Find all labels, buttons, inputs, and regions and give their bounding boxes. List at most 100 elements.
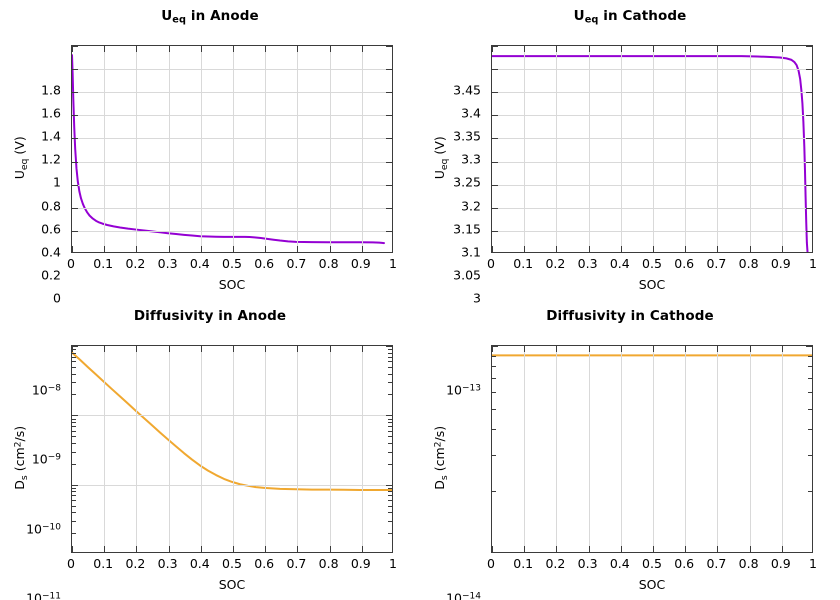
x-tick-top	[168, 46, 170, 52]
y-tick	[492, 161, 498, 163]
x-tick-top	[717, 46, 719, 52]
y-tick	[492, 230, 498, 232]
y-minor-tick-right	[388, 505, 392, 507]
gridline-vertical	[297, 346, 299, 552]
y-minor-tick-right	[388, 418, 392, 420]
y-tick-right	[386, 115, 392, 117]
y-minor-tick-right	[808, 392, 812, 394]
x-tick-label: 0.6	[674, 256, 695, 271]
x-tick	[361, 546, 363, 552]
plot-title-ueq-anode: Ueq in Anode	[0, 8, 420, 26]
gridline-vertical	[329, 46, 331, 252]
y-minor-tick	[72, 495, 76, 497]
y-tick-right	[806, 46, 812, 47]
subplot-ueq-anode: Ueq in Anode Ueq (V) 0 0.2 0.4 0.6 0.8 1 1.2 1.…	[0, 0, 420, 306]
y-minor-tick	[72, 451, 76, 453]
x-tick-top	[492, 46, 493, 52]
x-tick-label: 0.2	[125, 556, 146, 571]
plot-area-ueq-anode	[71, 45, 393, 253]
x-tick	[361, 246, 363, 252]
curve-diffusivity-anode	[72, 346, 392, 552]
y-tick-right	[386, 207, 392, 209]
title-subscript: eq	[172, 14, 187, 26]
y-tick-label: 10−14	[446, 590, 481, 600]
y-minor-tick-right	[388, 382, 392, 384]
x-tick	[104, 246, 106, 252]
gridline-vertical	[233, 46, 234, 252]
y-minor-tick	[72, 422, 76, 424]
x-tick-top	[233, 346, 234, 352]
gridline-vertical	[136, 46, 138, 252]
gridline-vertical	[233, 346, 234, 552]
x-tick	[556, 246, 558, 252]
gridline-vertical	[588, 46, 590, 252]
y-minor-tick-right	[388, 491, 392, 493]
y-tick-right	[386, 138, 392, 140]
gridline-horizontal	[72, 115, 392, 117]
x-tick	[749, 546, 751, 552]
y-minor-tick	[492, 491, 496, 493]
y-minor-tick-right	[388, 495, 392, 497]
y-minor-tick	[72, 373, 76, 375]
y-minor-tick-right	[808, 454, 812, 456]
y-tick-labels-ueq-cathode: 3 3.05 3.1 3.15 3.2 3.25 3.3 3.35 3.4 3.45	[420, 45, 486, 306]
x-tick	[749, 246, 751, 252]
subplot-ueq-cathode: Ueq in Cathode Ueq (V) 3 3.05 3.1 3.15 3.2 3.…	[420, 0, 840, 306]
x-tick-labels-diffusivity-anode: 0 0.1 0.2 0.3 0.4 0.5 0.6 0.7 0.8 0.9 1	[67, 556, 397, 574]
x-tick	[588, 546, 590, 552]
y-tick-right	[806, 207, 812, 209]
gridline-vertical	[685, 346, 687, 552]
x-tick-top	[361, 46, 363, 52]
gridline-vertical	[104, 46, 106, 252]
x-tick-label: 1	[809, 556, 817, 571]
gridline-vertical	[781, 346, 783, 552]
y-tick-label: 0.2	[41, 267, 61, 283]
x-tick-label: 0.1	[513, 556, 534, 571]
x-axis-title-diffusivity-anode: SOC	[218, 577, 246, 592]
y-tick-label: 3.45	[453, 82, 481, 98]
gridline-vertical	[588, 346, 590, 552]
y-tick	[72, 230, 78, 232]
y-tick	[72, 207, 78, 209]
x-tick-label: 0.7	[286, 256, 307, 271]
y-minor-tick	[72, 487, 76, 489]
y-minor-tick	[492, 428, 496, 430]
x-tick-top	[524, 46, 526, 52]
x-tick-label: 0.4	[189, 556, 210, 571]
y-tick-labels-diffusivity-anode: 10−8 10−9 10−10 10−11	[0, 345, 66, 600]
x-tick-label: 0.3	[577, 256, 598, 271]
y-tick-label: 10−13	[446, 382, 481, 398]
x-tick-top	[200, 346, 202, 352]
x-tick	[492, 246, 493, 252]
curve-ueq-cathode	[492, 46, 812, 252]
y-minor-tick	[72, 512, 76, 514]
gridline-horizontal	[72, 415, 392, 417]
y-minor-tick	[72, 505, 76, 507]
x-tick-label: 0.3	[157, 556, 178, 571]
y-tick	[72, 346, 78, 347]
x-tick-top	[556, 46, 558, 52]
y-tick	[72, 92, 78, 94]
y-tick-right	[386, 346, 392, 347]
x-tick-label: 0.2	[125, 256, 146, 271]
x-tick	[233, 546, 234, 552]
gridline-vertical	[168, 346, 170, 552]
x-tick-label: 0	[67, 556, 75, 571]
y-minor-tick	[72, 533, 76, 535]
title-symbol: U	[573, 8, 585, 24]
gridline-vertical	[265, 46, 267, 252]
x-tick-top	[653, 346, 654, 352]
y-tick-label: 1.6	[41, 105, 61, 121]
y-minor-tick	[72, 426, 76, 428]
x-tick-top	[685, 46, 687, 52]
x-tick-top	[749, 346, 751, 352]
y-tick-label: 3.25	[453, 174, 481, 190]
x-tick	[653, 246, 654, 252]
x-tick-label: 0.5	[642, 256, 662, 271]
x-tick-label: 0.5	[222, 556, 242, 571]
x-tick-top	[781, 46, 783, 52]
y-tick-label: 3.15	[453, 221, 481, 237]
y-tick-labels-ueq-anode: 0 0.2 0.4 0.6 0.8 1 1.2 1.4 1.6 1.8	[0, 45, 66, 306]
plot-title-diffusivity-anode: Diffusivity in Anode	[133, 308, 287, 324]
